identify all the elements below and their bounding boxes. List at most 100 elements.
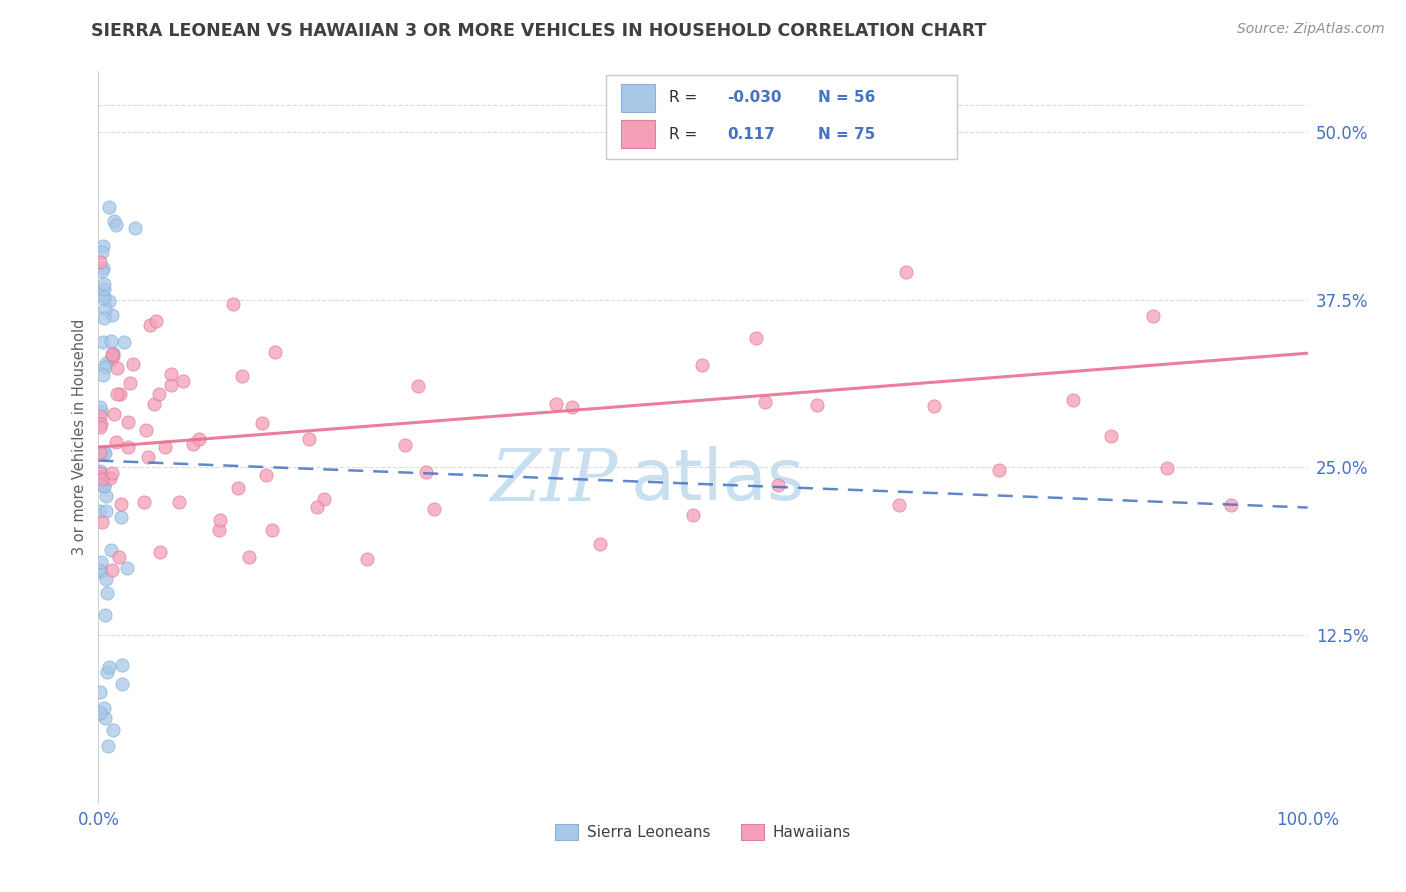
Point bbox=[94, 301, 117, 316]
Text: 0.117: 0.117 bbox=[727, 127, 775, 142]
Point bbox=[117, 561, 139, 575]
Point bbox=[110, 497, 132, 511]
Point bbox=[264, 345, 287, 359]
Point bbox=[101, 723, 124, 737]
Point bbox=[110, 509, 132, 524]
Point bbox=[89, 445, 111, 459]
Point bbox=[93, 311, 115, 326]
Point bbox=[423, 502, 446, 516]
Point bbox=[262, 523, 284, 537]
Point bbox=[744, 331, 766, 345]
Point bbox=[988, 463, 1011, 477]
Point bbox=[406, 379, 429, 393]
Point bbox=[132, 495, 155, 509]
Point bbox=[103, 407, 125, 421]
Point bbox=[104, 434, 127, 449]
Text: SIERRA LEONEAN VS HAWAIIAN 3 OR MORE VEHICLES IN HOUSEHOLD CORRELATION CHART: SIERRA LEONEAN VS HAWAIIAN 3 OR MORE VEH… bbox=[91, 22, 987, 40]
Point bbox=[93, 701, 115, 715]
Point bbox=[181, 437, 204, 451]
Point bbox=[105, 387, 128, 401]
Point bbox=[208, 523, 231, 537]
Point bbox=[108, 549, 131, 564]
Point bbox=[89, 471, 111, 485]
Point bbox=[94, 608, 117, 623]
Point bbox=[90, 264, 112, 278]
Point bbox=[121, 357, 143, 371]
Point bbox=[887, 498, 910, 512]
Point bbox=[136, 450, 159, 464]
Point bbox=[103, 213, 125, 227]
Text: -0.030: -0.030 bbox=[727, 90, 782, 105]
Text: Source: ZipAtlas.com: Source: ZipAtlas.com bbox=[1237, 22, 1385, 37]
Point bbox=[90, 564, 112, 578]
Point bbox=[89, 563, 111, 577]
Point bbox=[90, 478, 112, 492]
Point bbox=[561, 400, 583, 414]
Point bbox=[89, 706, 111, 720]
Point bbox=[312, 492, 335, 507]
Point bbox=[298, 432, 321, 446]
Point bbox=[93, 282, 115, 296]
Point bbox=[111, 677, 134, 691]
Point bbox=[922, 399, 945, 413]
Point bbox=[105, 360, 128, 375]
Point bbox=[89, 685, 111, 699]
Text: R =: R = bbox=[669, 90, 702, 105]
Text: N = 75: N = 75 bbox=[818, 127, 875, 142]
Point bbox=[118, 376, 141, 391]
Point bbox=[91, 334, 114, 349]
Point bbox=[101, 346, 124, 360]
Y-axis label: 3 or more Vehicles in Household: 3 or more Vehicles in Household bbox=[72, 319, 87, 555]
Point bbox=[100, 351, 122, 366]
Point bbox=[135, 423, 157, 437]
Point bbox=[111, 657, 134, 672]
Point bbox=[97, 660, 120, 674]
Point bbox=[93, 291, 115, 305]
Point bbox=[108, 386, 131, 401]
Point bbox=[1099, 429, 1122, 443]
Point bbox=[94, 356, 117, 370]
Point bbox=[98, 200, 121, 214]
Point bbox=[139, 318, 162, 332]
Point bbox=[90, 417, 112, 431]
Point bbox=[415, 465, 437, 479]
Point bbox=[89, 409, 111, 423]
Legend: Sierra Leoneans, Hawaiians: Sierra Leoneans, Hawaiians bbox=[548, 818, 858, 847]
Point bbox=[159, 367, 181, 381]
Point bbox=[90, 470, 112, 484]
Point bbox=[754, 395, 776, 409]
Point bbox=[172, 375, 194, 389]
Point bbox=[93, 479, 115, 493]
Point bbox=[93, 444, 115, 458]
Point bbox=[101, 347, 124, 361]
Point bbox=[91, 368, 114, 383]
Point bbox=[544, 397, 567, 411]
Point bbox=[101, 308, 124, 322]
Point bbox=[93, 360, 115, 375]
Point bbox=[91, 245, 114, 260]
Point bbox=[806, 398, 828, 412]
Point bbox=[894, 265, 917, 279]
Point bbox=[117, 415, 139, 429]
Point bbox=[142, 397, 165, 411]
Point bbox=[89, 503, 111, 517]
Point bbox=[160, 377, 183, 392]
Point bbox=[222, 296, 245, 310]
Point bbox=[91, 239, 114, 253]
Bar bbox=[621, 84, 655, 112]
Point bbox=[98, 470, 121, 484]
Point bbox=[89, 464, 111, 478]
Text: N = 56: N = 56 bbox=[818, 90, 876, 105]
Point bbox=[153, 441, 176, 455]
Point bbox=[89, 254, 111, 268]
Point bbox=[93, 446, 115, 460]
Point bbox=[231, 368, 253, 383]
Point bbox=[226, 481, 249, 495]
Point bbox=[1142, 310, 1164, 324]
Point bbox=[100, 563, 122, 577]
Point bbox=[1156, 461, 1178, 475]
Point bbox=[100, 543, 122, 558]
Point bbox=[589, 537, 612, 551]
Point bbox=[169, 495, 191, 509]
Point bbox=[101, 349, 124, 363]
